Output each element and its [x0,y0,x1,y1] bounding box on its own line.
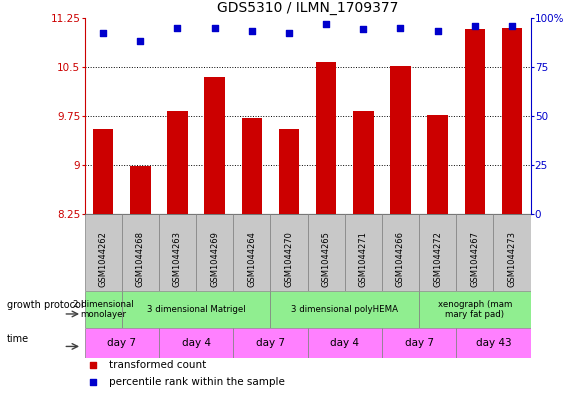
Text: day 7: day 7 [405,338,434,348]
Text: day 43: day 43 [476,338,511,348]
Point [285,30,294,37]
Bar [493,214,531,291]
Text: day 7: day 7 [256,338,285,348]
Text: GSM1044269: GSM1044269 [210,231,219,287]
Point [359,26,368,33]
Bar [419,214,456,291]
Text: GSM1044268: GSM1044268 [136,231,145,287]
Bar [233,328,308,358]
Text: GSM1044273: GSM1044273 [507,231,517,287]
Text: 2 dimensional
monolayer: 2 dimensional monolayer [73,300,134,319]
Bar [502,28,522,214]
Text: 3 dimensional polyHEMA: 3 dimensional polyHEMA [291,305,398,314]
Text: GSM1044264: GSM1044264 [247,231,257,287]
Point [210,24,219,31]
Text: day 4: day 4 [330,338,359,348]
Text: 3 dimensional Matrigel: 3 dimensional Matrigel [147,305,245,314]
Bar [85,291,122,328]
Text: GSM1044272: GSM1044272 [433,231,442,287]
Text: GSM1044270: GSM1044270 [285,231,293,287]
Bar [456,328,531,358]
Bar [419,291,531,328]
Bar [233,214,271,291]
Bar [316,62,336,214]
Text: GSM1044263: GSM1044263 [173,231,182,287]
Bar [130,166,150,214]
Point [136,38,145,44]
Point [507,22,517,29]
Text: day 4: day 4 [181,338,210,348]
Bar [93,129,113,214]
Text: xenograph (mam
mary fat pad): xenograph (mam mary fat pad) [438,300,512,319]
Text: percentile rank within the sample: percentile rank within the sample [109,376,285,387]
Bar [308,214,345,291]
Text: GSM1044271: GSM1044271 [359,231,368,287]
Title: GDS5310 / ILMN_1709377: GDS5310 / ILMN_1709377 [217,1,398,15]
Text: GSM1044265: GSM1044265 [322,231,331,287]
Bar [85,214,122,291]
Bar [122,214,159,291]
Bar [205,77,225,214]
Text: growth protocol: growth protocol [7,300,83,310]
Point [433,28,442,35]
Bar [241,118,262,214]
Text: time: time [7,334,29,344]
Bar [159,214,196,291]
Bar [167,111,188,214]
Bar [308,328,382,358]
Point [321,20,331,27]
Text: transformed count: transformed count [109,360,206,370]
Point [470,22,479,29]
Point [173,24,182,31]
Bar [465,29,485,214]
Bar [456,214,493,291]
Bar [382,328,456,358]
Point [396,24,405,31]
Bar [279,129,299,214]
Text: GSM1044262: GSM1044262 [99,231,108,287]
Point [247,28,257,35]
Bar [271,214,308,291]
Point [89,378,98,385]
Point [99,30,108,37]
Bar [390,66,410,214]
Text: day 7: day 7 [107,338,136,348]
Bar [85,328,159,358]
Bar [196,214,233,291]
Bar [122,291,271,328]
Point [89,362,98,368]
Bar [382,214,419,291]
Bar [345,214,382,291]
Text: GSM1044267: GSM1044267 [470,231,479,287]
Text: GSM1044266: GSM1044266 [396,231,405,287]
Bar [159,328,233,358]
Bar [427,115,448,214]
Bar [271,291,419,328]
Bar [353,111,374,214]
